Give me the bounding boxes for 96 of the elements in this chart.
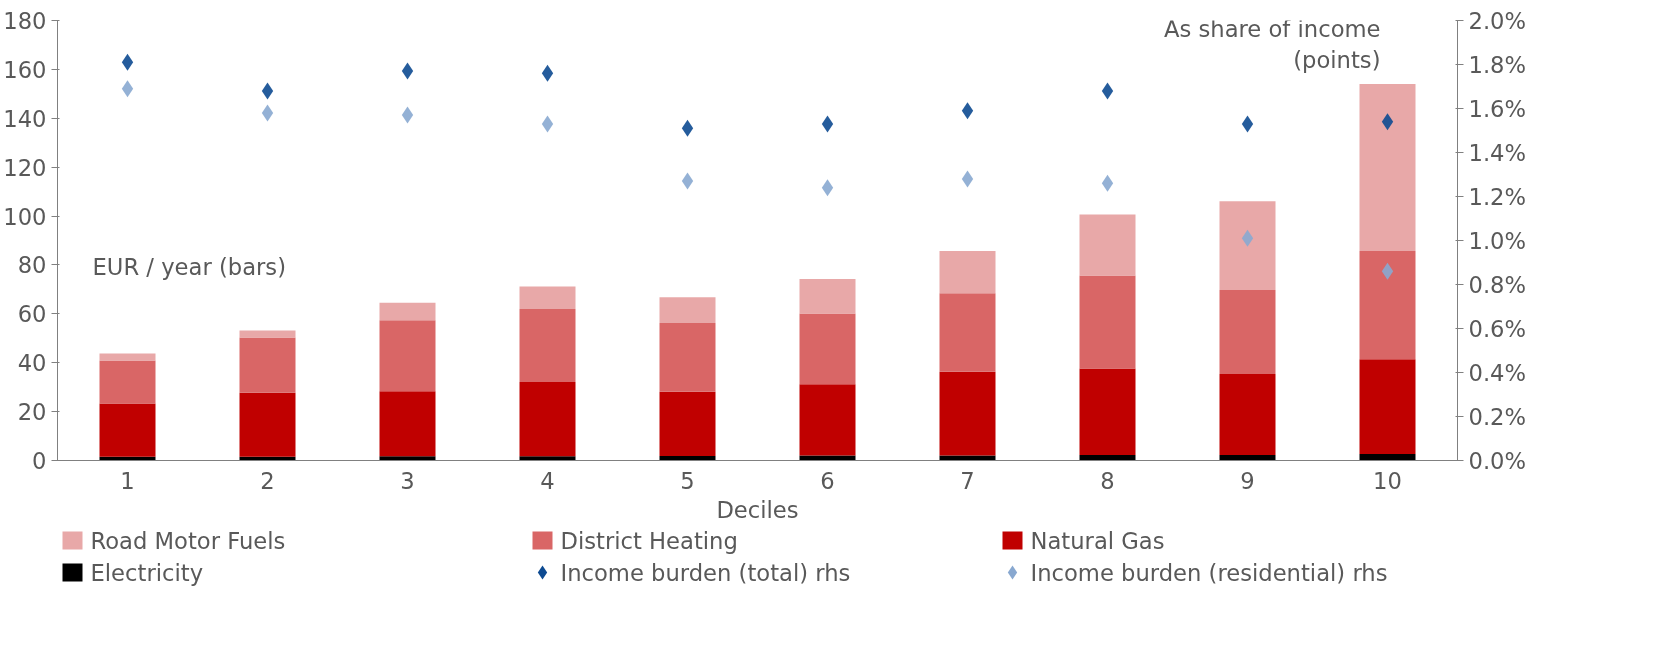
y-tick-label: 80 (17, 252, 47, 279)
y2-tick-label: 0.6% (1468, 315, 1527, 342)
bar (939, 293, 996, 372)
y2-tick-label: 1.4% (1468, 139, 1527, 166)
bar (379, 320, 436, 392)
bar (379, 391, 436, 457)
point (681, 172, 694, 190)
bar (1219, 201, 1276, 290)
x-tick-label: 8 (1100, 467, 1115, 494)
bar (1359, 251, 1416, 360)
legend-label: Road Motor Fuels (90, 527, 286, 554)
point (121, 80, 134, 98)
bar (1079, 455, 1136, 461)
bar (659, 297, 716, 324)
y-tick-label: 100 (3, 203, 47, 230)
y2-tick-label: 1.0% (1468, 227, 1527, 254)
point (961, 102, 974, 120)
bar (519, 456, 576, 461)
y2-tick-label: 0.4% (1468, 359, 1527, 386)
point (821, 179, 834, 197)
y2-tick-label: 1.2% (1468, 183, 1527, 210)
bar (1359, 359, 1416, 454)
y-tick-label: 40 (17, 350, 47, 377)
legend-label: District Heating (560, 527, 738, 554)
y-tick-label: 160 (3, 56, 47, 83)
point (121, 53, 134, 71)
y-tick-label: 120 (3, 154, 47, 181)
bar (939, 251, 996, 294)
y-tick-label: 140 (3, 105, 47, 132)
x-tick-label: 3 (400, 467, 415, 494)
point (401, 62, 414, 80)
x-tick-label: 10 (1373, 467, 1402, 494)
x-tick-label: 6 (820, 467, 835, 494)
bar (1359, 84, 1416, 252)
point (401, 106, 414, 124)
y2-tick-label: 0.2% (1468, 403, 1527, 430)
bar (239, 392, 296, 457)
bar (519, 286, 576, 309)
bar (799, 278, 856, 314)
y2-tick-label: 0.8% (1468, 271, 1527, 298)
point (1101, 82, 1114, 100)
point (821, 115, 834, 133)
y2-tick-label: 1.8% (1468, 51, 1527, 78)
y-tick-label: 60 (17, 301, 47, 328)
bar (239, 330, 296, 338)
x-tick-label: 2 (260, 467, 275, 494)
point (681, 119, 694, 137)
bar (519, 308, 576, 383)
bar (659, 323, 716, 392)
x-tick-label: 7 (960, 467, 975, 494)
bar (99, 360, 156, 404)
bar (239, 337, 296, 393)
legend-label: Electricity (90, 559, 204, 586)
bar (379, 456, 436, 461)
x-tick-label: 5 (680, 467, 695, 494)
x-tick-label: 4 (540, 467, 555, 494)
y2-tick-label: 0.0% (1468, 447, 1527, 474)
point (1101, 174, 1114, 192)
bar (799, 384, 856, 456)
point (1241, 229, 1254, 247)
point (1381, 262, 1394, 280)
bar (659, 391, 716, 457)
x-tick-label: 1 (120, 467, 135, 494)
legend-label: Income burden (total) rhs (560, 559, 851, 586)
bar (939, 371, 996, 456)
y2-tick-label: 2.0% (1468, 7, 1527, 34)
bar (99, 353, 156, 361)
point (1381, 113, 1394, 131)
y2-tick-label: 1.6% (1468, 95, 1527, 122)
bar (519, 382, 576, 457)
point (261, 82, 274, 100)
y-tick-label: 180 (3, 8, 47, 34)
bar (1359, 453, 1416, 461)
bar (659, 456, 716, 461)
point (541, 64, 554, 82)
y-tick-label: 20 (17, 399, 47, 426)
bar (1079, 214, 1136, 276)
bar (1079, 368, 1136, 456)
bar (799, 313, 856, 385)
legend-label: Income burden (residential) rhs (1030, 559, 1388, 586)
y-tick-label: 0 (32, 448, 47, 474)
point (961, 170, 974, 188)
annotation: EUR / year (bars) (92, 253, 286, 280)
annotation: As share of income (points) (1163, 16, 1381, 74)
point (541, 115, 554, 133)
bar (1219, 455, 1276, 461)
point (261, 104, 274, 122)
bar (1219, 289, 1276, 374)
legend-label: Natural Gas (1030, 527, 1165, 554)
bar (1079, 275, 1136, 369)
bar (1219, 373, 1276, 456)
bar (379, 302, 436, 321)
x-tick-label: 9 (1240, 467, 1255, 494)
x-axis-title: Deciles (716, 496, 799, 523)
point (1241, 115, 1254, 133)
bar (99, 403, 156, 457)
